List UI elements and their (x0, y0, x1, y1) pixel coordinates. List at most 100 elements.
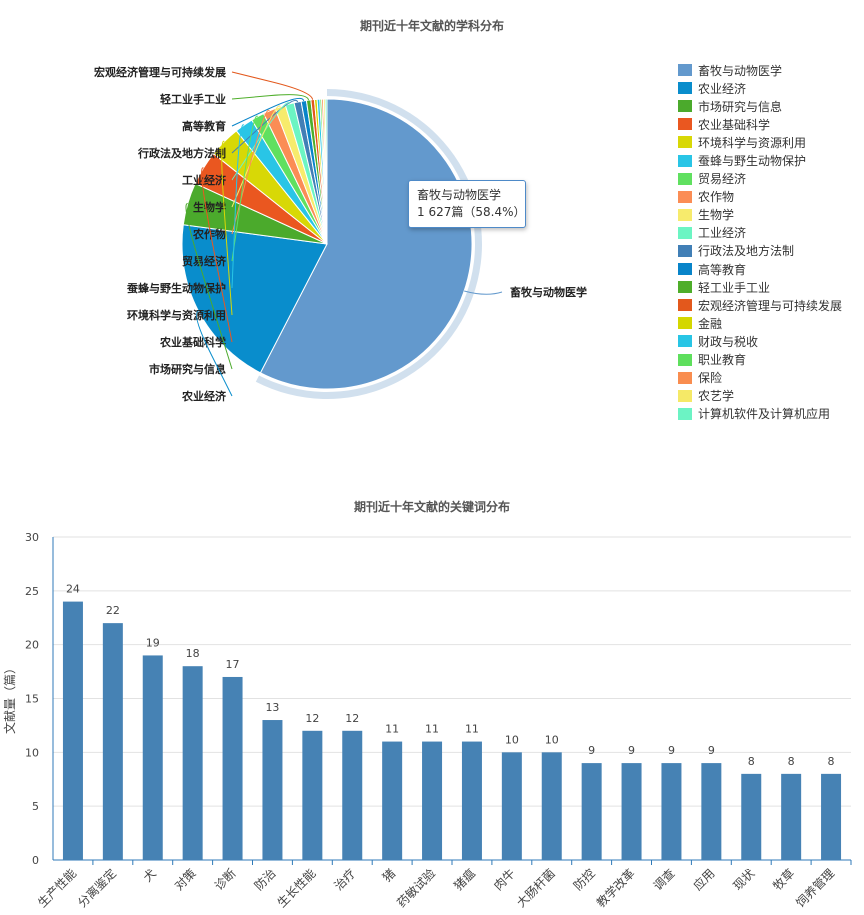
x-tick-label: 现状 (730, 866, 757, 893)
pie-label-12: 轻工业手工业 (160, 92, 226, 106)
bar (661, 763, 682, 860)
legend-swatch (678, 226, 692, 239)
legend-swatch (678, 371, 692, 384)
pie-label-line-8 (231, 105, 281, 208)
legend-item[interactable]: 保险 (678, 369, 864, 387)
bar (821, 773, 842, 860)
legend-label: 宏观经济管理与可持续发展 (698, 298, 843, 313)
pie-label-0: 畜牧与动物医学 (510, 285, 587, 299)
bar-value-label: 9 (708, 744, 715, 757)
bar (621, 763, 642, 860)
legend-item[interactable]: 农业经济 (678, 79, 864, 97)
x-tick-label: 防治 (251, 866, 279, 894)
legend-item[interactable]: 市场研究与信息 (678, 97, 864, 115)
y-axis-title: 文献量（篇） (2, 662, 17, 734)
x-tick-label: 猪 (380, 866, 398, 884)
legend-item[interactable]: 贸易经济 (678, 170, 864, 188)
pie-label-7: 农作物 (192, 227, 226, 241)
legend-item[interactable]: 宏观经济管理与可持续发展 (678, 296, 864, 314)
bar-value-label: 9 (628, 744, 635, 757)
legend-label: 轻工业手工业 (698, 280, 771, 295)
pie-legend: 畜牧与动物医学 农业经济市场研究与信息 农业基础科学环境科学与资源利用 蚕蜂与野生动物… (678, 61, 864, 423)
legend-item[interactable]: 畜牧与动物医学 (678, 61, 864, 79)
legend-swatch (678, 172, 692, 185)
bar-value-label: 12 (345, 712, 359, 725)
legend-item[interactable]: 轻工业手工业 (678, 278, 864, 296)
legend-item[interactable]: 生物学 (678, 206, 864, 224)
legend-label: 高等教育 (698, 262, 747, 277)
bar-value-label: 10 (545, 733, 559, 746)
legend-swatch (678, 353, 692, 366)
pie-label-line-11 (231, 97, 305, 127)
x-tick-label: 分离鉴定 (74, 866, 119, 911)
y-tick-label: 0 (32, 854, 39, 867)
pie-label-line-0 (464, 290, 503, 295)
x-tick-label: 肉牛 (490, 866, 518, 894)
legend-item[interactable]: 蚕蜂与野生动物保护 (678, 151, 864, 169)
pie-label-line-7 (231, 109, 270, 235)
legend-label: 环境科学与资源利用 (698, 135, 807, 150)
legend-item[interactable]: 农作物 (678, 188, 864, 206)
legend-item[interactable]: 工业经济 (678, 224, 864, 242)
pie-slice-19 (324, 98, 328, 245)
pie-label-5: 蚕蜂与野生动物保护 (126, 281, 226, 295)
legend-label: 工业经济 (698, 226, 747, 241)
x-tick-label: 治疗 (331, 866, 358, 893)
x-tick-label: 犬 (140, 866, 158, 884)
bar (302, 730, 323, 860)
legend-swatch (678, 136, 692, 149)
bar-value-label: 11 (425, 723, 439, 736)
bar (541, 752, 562, 860)
bar (182, 666, 203, 860)
legend-label: 蚕蜂与野生动物保护 (698, 154, 807, 169)
y-tick-label: 10 (25, 746, 39, 759)
legend-label: 金融 (698, 316, 723, 331)
x-tick-label: 调查 (651, 866, 678, 893)
legend-label: 市场研究与信息 (698, 99, 783, 114)
bar (741, 773, 762, 860)
legend-swatch (678, 208, 692, 221)
x-tick-label: 牧草 (770, 866, 797, 893)
legend-label: 农艺学 (698, 389, 735, 404)
legend-item[interactable]: 职业教育 (678, 351, 864, 369)
bar-value-label: 17 (226, 658, 240, 671)
legend-item[interactable]: 环境科学与资源利用 (678, 133, 864, 151)
legend-swatch (678, 64, 692, 77)
pie-label-1: 农业经济 (181, 389, 227, 403)
legend-item[interactable]: 高等教育 (678, 260, 864, 278)
legend-swatch (678, 317, 692, 330)
legend-item[interactable]: 行政法及地方法制 (678, 242, 864, 260)
pie-chart-title: 期刊近十年文献的学科分布 (359, 19, 504, 33)
pie-label-10: 行政法及地方法制 (137, 146, 226, 160)
bar-value-label: 11 (465, 723, 479, 736)
bar (701, 763, 722, 860)
legend-swatch (678, 118, 692, 131)
bar (342, 730, 363, 860)
legend-label: 贸易经济 (698, 172, 747, 187)
legend-swatch (678, 244, 692, 257)
x-tick-label: 生产性能 (35, 866, 79, 910)
bar (781, 773, 802, 860)
legend-swatch (678, 100, 692, 113)
legend-item[interactable]: 财政与税收 (678, 332, 864, 350)
pie-label-9: 工业经济 (182, 173, 227, 187)
x-tick-label: 防控 (570, 866, 598, 894)
legend-item[interactable]: 金融 (678, 314, 864, 332)
legend-swatch (678, 82, 692, 95)
x-tick-label: 生长性能 (275, 866, 319, 910)
legend-swatch (678, 154, 692, 167)
legend-item[interactable]: 计算机软件及计算机应用 (678, 405, 864, 423)
pie-label-11: 高等教育 (182, 119, 226, 133)
legend-swatch (678, 407, 692, 420)
bar (581, 763, 602, 860)
y-tick-label: 15 (25, 693, 39, 706)
pie-label-line-2 (185, 203, 233, 370)
pie-label-line-9 (231, 102, 291, 181)
pie-label-line-13 (231, 71, 314, 100)
legend-item[interactable]: 农业基础科学 (678, 115, 864, 133)
bar (461, 741, 482, 860)
bar-value-label: 8 (788, 755, 795, 768)
legend-item[interactable]: 农艺学 (678, 387, 864, 405)
legend-swatch (678, 299, 692, 312)
